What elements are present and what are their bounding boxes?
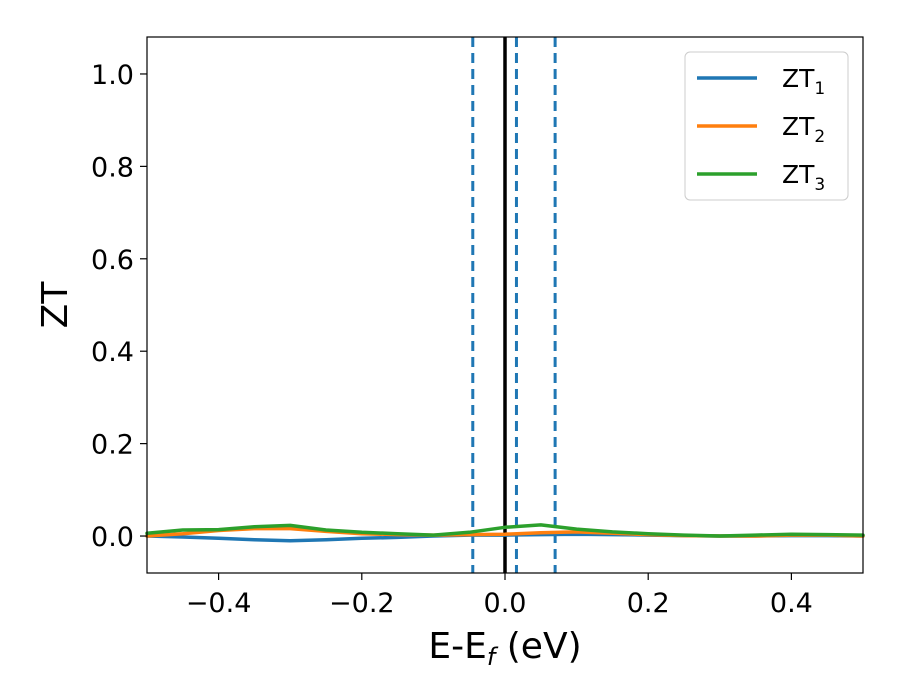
x-tick-label-1: −0.2 — [329, 588, 395, 619]
legend-label-2: ZT2 — [782, 112, 825, 147]
x-tick-label-2: 0.0 — [484, 588, 527, 619]
y-axis-label: ZT — [35, 281, 76, 329]
x-tick-label-4: 0.4 — [770, 588, 813, 619]
y-tick-label-1: 0.2 — [91, 430, 134, 461]
x-axis-ticks: −0.4 −0.2 0.0 0.2 0.4 — [186, 573, 813, 619]
x-axis-label: E-Ef (eV) — [428, 626, 581, 671]
legend-label-3: ZT3 — [782, 160, 825, 195]
vertical-lines — [471, 37, 557, 573]
x-axis-label-unit: (eV) — [495, 626, 581, 667]
y-axis-ticks: 0.0 0.2 0.4 0.6 0.8 1.0 — [91, 60, 147, 553]
legend-label-1: ZT1 — [782, 64, 825, 99]
series-lines — [145, 523, 865, 543]
x-tick-label-0: −0.4 — [186, 588, 252, 619]
y-tick-label-0: 0.0 — [91, 522, 134, 553]
y-tick-label-3: 0.6 — [91, 245, 134, 276]
y-tick-label-4: 0.8 — [91, 152, 134, 183]
legend-box — [684, 51, 849, 201]
x-tick-label-3: 0.2 — [627, 588, 670, 619]
x-axis-label-main: E-E — [428, 626, 486, 667]
y-tick-label-5: 1.0 — [91, 60, 134, 91]
y-tick-label-2: 0.4 — [91, 337, 134, 368]
series-line-3 — [145, 523, 865, 538]
legend: ZT1 ZT2 ZT3 — [684, 51, 849, 201]
